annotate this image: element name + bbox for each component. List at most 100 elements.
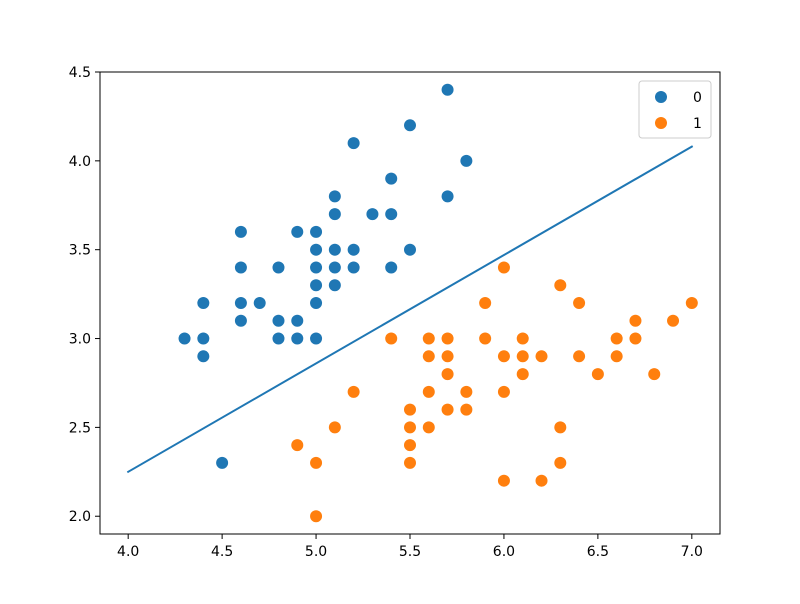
legend-label-series-0: 0: [693, 90, 702, 106]
point-series-0-9: [385, 208, 398, 221]
y-tick-label-3: 3.5: [69, 243, 91, 259]
x-axis: 4.0 4.5 5.0 5.5 6.0 6.5 7.0: [117, 534, 703, 560]
point-series-1-1: [554, 279, 567, 292]
point-series-0-37: [197, 350, 210, 363]
point-series-1-13: [629, 332, 642, 345]
x-tick-label-0: 4.0: [117, 544, 139, 560]
point-series-1-12: [610, 332, 623, 345]
legend-marker-series-0: [655, 91, 667, 103]
point-series-1-33: [404, 421, 416, 434]
point-series-1-38: [310, 456, 323, 469]
point-series-0-0: [441, 83, 454, 96]
point-series-1-0: [497, 261, 510, 274]
point-series-0-3: [460, 154, 473, 167]
point-series-0-34: [272, 332, 285, 345]
x-tick-label-4: 6.0: [493, 544, 515, 560]
point-series-1-11: [516, 332, 529, 345]
point-series-1-18: [535, 350, 548, 363]
x-tick-label-5: 6.5: [587, 544, 609, 560]
point-series-1-9: [441, 332, 454, 345]
point-series-0-17: [234, 261, 247, 274]
decision-boundary-line: [126, 145, 694, 474]
point-series-0-26: [234, 297, 247, 309]
point-series-1-28: [497, 385, 510, 398]
point-series-0-25: [197, 297, 210, 309]
point-series-0-15: [347, 243, 360, 256]
point-series-1-24: [648, 368, 661, 381]
point-series-0-6: [441, 190, 454, 203]
point-series-1-14: [422, 350, 435, 363]
point-series-0-5: [328, 190, 341, 203]
point-series-0-12: [310, 225, 323, 238]
point-series-0-38: [216, 456, 229, 469]
y-tick-label-0: 2.0: [69, 509, 91, 525]
point-series-1-43: [310, 510, 323, 523]
point-series-1-25: [347, 385, 360, 398]
point-series-0-16: [404, 243, 416, 256]
point-series-1-10: [479, 332, 492, 345]
point-series-1-37: [404, 439, 416, 452]
y-tick-label-5: 4.5: [69, 65, 91, 81]
point-series-1-35: [554, 421, 567, 434]
point-series-1-31: [460, 403, 473, 416]
point-series-0-18: [272, 261, 285, 274]
point-series-1-8: [422, 332, 435, 345]
point-series-0-21: [347, 261, 360, 274]
point-series-0-27: [253, 297, 266, 309]
point-series-1-36: [291, 439, 304, 452]
point-series-0-31: [291, 314, 304, 327]
x-tick-label-1: 4.5: [211, 544, 233, 560]
point-series-1-15: [441, 350, 454, 363]
point-series-0-30: [272, 314, 285, 327]
point-series-0-10: [234, 225, 247, 238]
plot-content: [126, 83, 698, 523]
point-series-1-17: [516, 350, 529, 363]
point-series-1-3: [573, 297, 586, 309]
point-series-1-7: [385, 332, 398, 345]
point-series-1-29: [404, 403, 416, 416]
point-series-1-20: [610, 350, 623, 363]
point-series-1-16: [497, 350, 510, 363]
point-series-0-4: [385, 172, 398, 185]
legend-marker-series-1: [655, 117, 667, 129]
point-series-1-32: [328, 421, 341, 434]
legend-label-series-1: 1: [693, 116, 702, 132]
y-axis: 2.0 2.5 3.0 3.5 4.0 4.5: [69, 65, 100, 525]
y-tick-label-1: 2.5: [69, 420, 91, 436]
x-tick-label-3: 5.5: [399, 544, 421, 560]
point-series-1-19: [573, 350, 586, 363]
point-series-0-2: [347, 137, 360, 150]
point-series-0-8: [366, 208, 379, 221]
point-series-0-32: [178, 332, 191, 345]
point-series-0-23: [310, 279, 323, 292]
y-tick-label-2: 3.0: [69, 332, 91, 348]
point-series-1-2: [479, 297, 492, 309]
point-series-1-4: [685, 297, 698, 309]
point-series-0-1: [404, 119, 416, 132]
y-tick-label-4: 4.0: [69, 154, 91, 170]
point-series-1-23: [591, 368, 604, 381]
point-series-0-20: [328, 261, 341, 274]
point-series-1-22: [516, 368, 529, 381]
point-series-1-30: [441, 403, 454, 416]
point-series-0-33: [197, 332, 210, 345]
point-series-0-19: [310, 261, 323, 274]
point-series-1-21: [441, 368, 454, 381]
point-series-0-14: [328, 243, 341, 256]
point-series-0-36: [310, 332, 323, 345]
point-series-1-6: [667, 314, 680, 327]
point-series-0-22: [385, 261, 398, 274]
point-series-0-11: [291, 225, 304, 238]
x-tick-label-2: 5.0: [305, 544, 327, 560]
point-series-0-24: [328, 279, 341, 292]
point-series-1-27: [460, 385, 473, 398]
point-series-1-40: [554, 456, 567, 469]
point-series-0-28: [310, 297, 323, 309]
x-tick-label-6: 7.0: [681, 544, 703, 560]
point-series-1-41: [497, 474, 510, 487]
legend: 0 1: [638, 80, 712, 139]
point-series-0-13: [310, 243, 323, 256]
point-series-1-26: [422, 385, 435, 398]
point-series-0-35: [291, 332, 304, 345]
